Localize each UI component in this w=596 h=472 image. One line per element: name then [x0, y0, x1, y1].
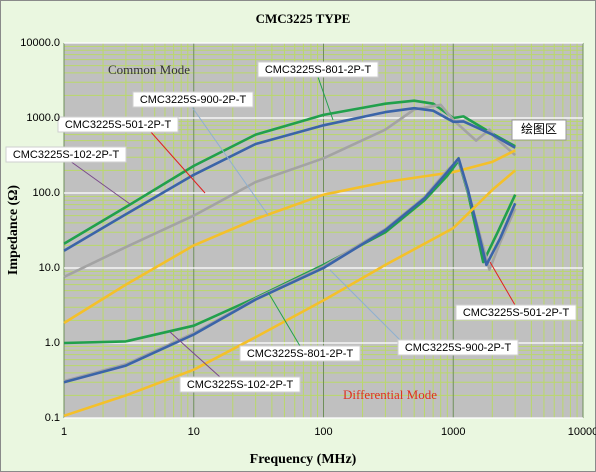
callout-box — [132, 91, 254, 108]
y-tick-label: 1000.0 — [26, 112, 60, 124]
series-line — [63, 159, 517, 345]
callout-label: CMC3225S-900-2P-T — [140, 94, 247, 106]
callout-box — [239, 345, 361, 362]
callout-box — [57, 116, 179, 133]
series-lines — [63, 99, 517, 418]
callout-line — [69, 160, 131, 205]
callout-line — [329, 269, 401, 341]
x-tick-label: 10000 — [568, 426, 596, 438]
x-tick-label: 1000 — [441, 426, 465, 438]
callout-label: CMC3225S-102-2P-T — [187, 379, 294, 391]
x-tick-label: 10 — [188, 426, 200, 438]
y-tick-label: 0.1 — [45, 412, 60, 424]
chart-title: CMC3225 TYPE — [256, 11, 351, 26]
y-tick-label: 10.0 — [39, 262, 60, 274]
annotation: Common Mode — [108, 62, 190, 77]
callout-box — [5, 146, 127, 163]
callout-line — [149, 130, 206, 194]
callout-box — [455, 304, 577, 321]
callout-line — [489, 261, 516, 306]
callout-label: CMC3225S-501-2P-T — [65, 119, 172, 131]
series-line — [63, 169, 517, 418]
callout-line — [191, 106, 269, 216]
y-tick-label: 1.0 — [45, 337, 60, 349]
callout-line — [169, 331, 221, 378]
callout-box — [179, 376, 301, 393]
tooltip-box — [511, 119, 567, 141]
callout-box — [257, 61, 379, 78]
series-line — [63, 149, 516, 325]
y-axis-label: Impedance (Ω) — [6, 185, 21, 275]
series-line — [63, 106, 516, 252]
tooltip: 绘图区 — [521, 121, 557, 136]
callout-line — [317, 76, 334, 121]
callout-label: CMC3225S-801-2P-T — [247, 348, 354, 360]
series-line — [63, 157, 517, 384]
callout-box — [397, 339, 519, 356]
x-axis-label: Frequency (MHz) — [250, 452, 357, 467]
callout-label: CMC3225S-801-2P-T — [265, 64, 372, 76]
callout-label: CMC3225S-501-2P-T — [463, 307, 570, 319]
callout-label: CMC3225S-900-2P-T — [405, 342, 512, 354]
callout-line — [267, 291, 301, 347]
callouts: CMC3225S-801-2P-T CMC3225S-900-2P-T CMC322… — [5, 61, 577, 393]
y-tick-label: 10000.0 — [20, 37, 60, 49]
x-tick-label: 1 — [61, 426, 67, 438]
y-tick-label: 100.0 — [32, 187, 60, 199]
annotation: Differential Mode — [343, 387, 437, 402]
x-tick-label: 100 — [314, 426, 332, 438]
series-line — [63, 99, 516, 245]
callout-label: CMC3225S-102-2P-T — [13, 149, 120, 161]
